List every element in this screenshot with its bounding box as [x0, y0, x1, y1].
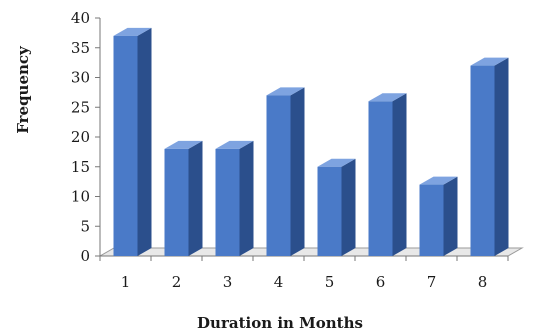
x-tick-label: 4 — [274, 273, 284, 291]
bar — [266, 87, 305, 256]
bar-side — [137, 27, 152, 256]
bar-front — [215, 148, 240, 256]
bar-front — [419, 184, 444, 256]
bar-top — [215, 140, 254, 149]
bar — [164, 140, 203, 256]
x-tick-labels: 1 2 3 4 5 6 7 8 — [121, 273, 488, 291]
bar-top — [419, 176, 458, 185]
x-tick-label: 8 — [478, 273, 488, 291]
bar-top — [266, 87, 305, 96]
bar-front — [266, 95, 291, 256]
bar — [368, 93, 407, 256]
y-tick-label: 25 — [71, 98, 90, 116]
bar-side — [341, 158, 356, 256]
bar — [470, 57, 509, 256]
bar-front — [368, 101, 393, 256]
bar — [317, 158, 356, 256]
bar-side — [392, 93, 407, 256]
bar-front — [113, 35, 138, 256]
x-axis-title: Duration in Months — [197, 314, 363, 332]
bar-top — [113, 27, 152, 36]
x-tick-label: 1 — [121, 273, 131, 291]
chart-floor — [98, 247, 524, 257]
y-tick-label: 5 — [80, 217, 90, 235]
bar — [113, 27, 152, 256]
bar-side — [290, 87, 305, 256]
bar — [419, 176, 458, 256]
bar-top — [164, 140, 203, 149]
y-tick-label: 15 — [71, 158, 90, 176]
y-tick-label: 35 — [71, 39, 90, 57]
x-tick-label: 3 — [223, 273, 233, 291]
floor-plane — [98, 247, 524, 257]
bar-top — [368, 93, 407, 102]
y-tick-label: 30 — [71, 69, 90, 87]
bar-front — [317, 166, 342, 256]
bar — [215, 140, 254, 256]
y-tick-label: 40 — [71, 9, 90, 27]
bar-side — [443, 176, 458, 256]
y-axis-title: Frequency — [14, 45, 32, 134]
x-tick-label: 2 — [172, 273, 182, 291]
bar-front — [164, 148, 189, 256]
y-tick-label: 0 — [80, 247, 90, 265]
x-tick-label: 5 — [325, 273, 335, 291]
x-tick-label: 6 — [376, 273, 386, 291]
bar-side — [494, 57, 509, 256]
y-tick-label: 20 — [71, 128, 90, 146]
bar-front — [470, 65, 495, 256]
bar-side — [239, 140, 254, 256]
bar-top — [317, 158, 356, 167]
y-tick-label: 10 — [71, 188, 90, 206]
bars — [113, 27, 509, 256]
bar-side — [188, 140, 203, 256]
x-tick-label: 7 — [427, 273, 437, 291]
bar-top — [470, 57, 509, 66]
y-tick-labels: 0 5 10 15 20 25 30 35 40 — [71, 9, 90, 265]
